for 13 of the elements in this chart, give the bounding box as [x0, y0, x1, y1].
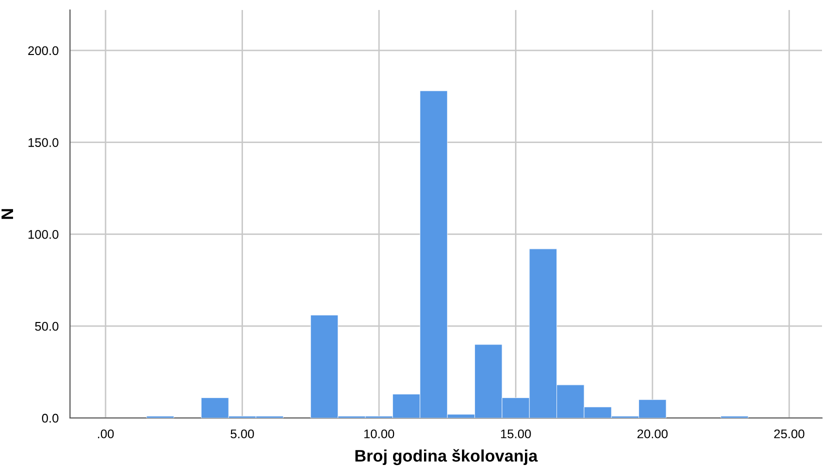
y-tick-label: 100.0: [28, 230, 58, 239]
x-tick-label: 10.00: [364, 429, 394, 438]
y-tick-label: 200.0: [28, 46, 58, 56]
y-tick-label: 50.0: [35, 322, 58, 331]
x-tick-label: 20.00: [637, 429, 668, 438]
x-tick-label: 25.00: [774, 429, 804, 438]
y-tick-label: 150.0: [28, 138, 58, 147]
x-tick-label: 5.00: [230, 429, 254, 438]
y-axis-title: N: [2, 209, 14, 219]
y-tick-label: 0.0: [42, 414, 58, 423]
x-tick-label: 15.00: [501, 429, 531, 438]
x-axis-title: Broj godina školovanja: [355, 449, 538, 466]
x-tick-label: .00: [98, 429, 114, 438]
